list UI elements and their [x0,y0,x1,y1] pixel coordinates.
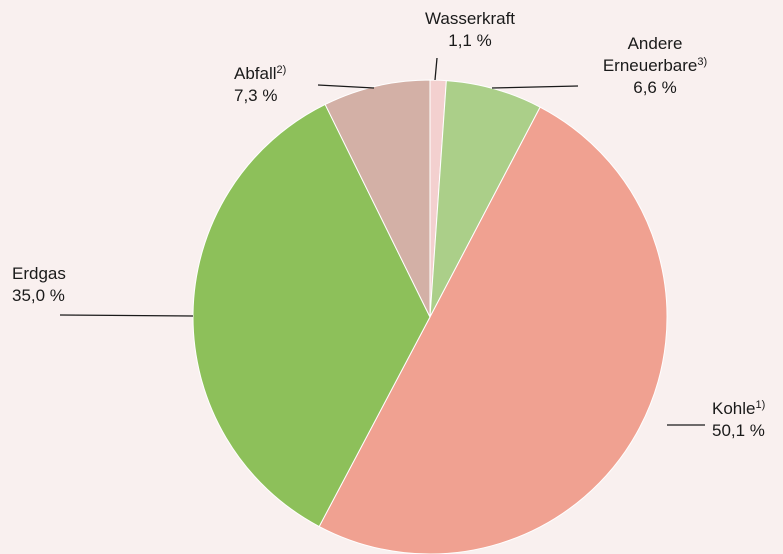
footnote-mark: 3) [697,56,708,68]
category-label: Kohle [712,399,756,418]
value-label: 7,3 % [234,86,278,105]
slice-label: Wasserkraft 1,1 % [405,8,535,52]
category-label: Andere Erneuerbare [602,34,698,75]
value-label: 50,1 % [712,421,765,440]
value-label: 35,0 % [12,286,65,305]
footnote-mark: 2) [276,64,287,76]
category-label: Abfall [234,64,277,83]
category-label: Erdgas [12,264,66,283]
leader-line [59,314,194,317]
value-label: 6,6 % [633,78,677,97]
slice-label: Kohle1) 50,1 % [712,398,765,442]
leader-line [491,85,579,89]
pie-slice [192,103,431,528]
slice-label: Andere Erneuerbare3) 6,6 % [585,33,725,99]
footnote-mark: 1) [755,399,766,411]
leader-line [434,57,438,81]
slices [192,79,668,554]
slice-label: Abfall2) 7,3 % [234,63,286,107]
slice-label: Erdgas 35,0 % [12,263,66,307]
category-label: Wasserkraft [424,9,516,28]
value-label: 1,1 % [448,31,492,50]
leader-line [317,84,375,89]
pie-slice [324,79,431,318]
